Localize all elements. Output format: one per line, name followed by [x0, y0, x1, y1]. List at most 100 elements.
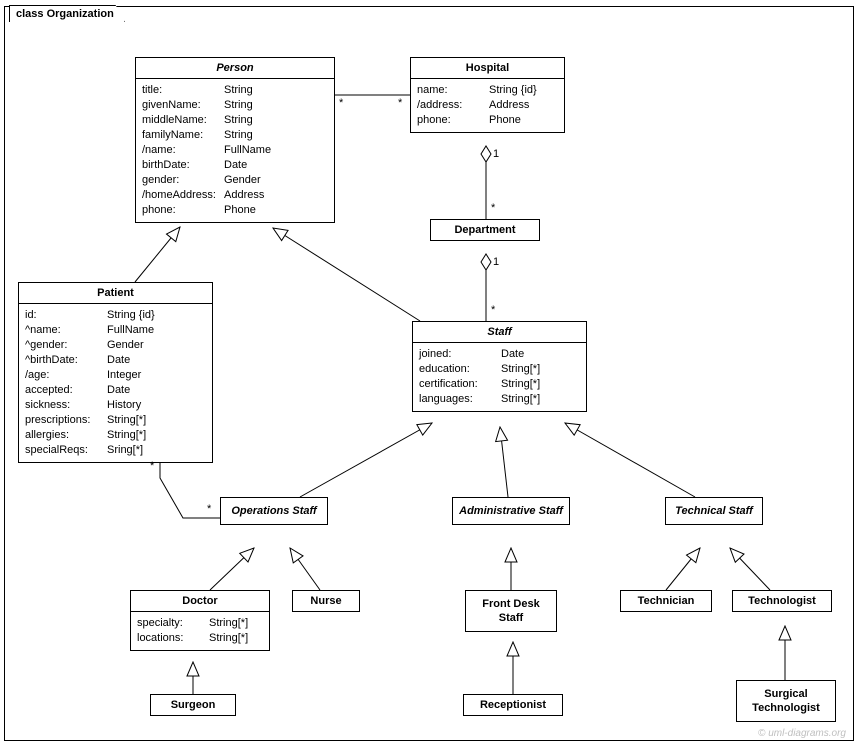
attr-type: String {id} [107, 308, 206, 323]
attr-row: sickness:History [25, 398, 206, 413]
attr-name: specialReqs: [25, 443, 107, 458]
class-technical-staff: Technical Staff [665, 497, 763, 525]
attr-row: gender:Gender [142, 173, 328, 188]
class-attrs: title:StringgivenName:StringmiddleName:S… [136, 79, 334, 222]
class-doctor: Doctor specialty:String[*]locations:Stri… [130, 590, 270, 651]
attr-row: specialty:String[*] [137, 616, 263, 631]
frame-title: class Organization [9, 5, 125, 22]
attr-name: familyName: [142, 128, 224, 143]
class-title: Technical Staff [666, 498, 762, 524]
attr-type: Address [489, 98, 558, 113]
attr-row: ^gender:Gender [25, 338, 206, 353]
attr-row: accepted:Date [25, 383, 206, 398]
attr-name: /age: [25, 368, 107, 383]
attr-type: Date [224, 158, 328, 173]
attr-row: /address:Address [417, 98, 558, 113]
attr-row: languages:String[*] [419, 392, 580, 407]
attr-type: String {id} [489, 83, 558, 98]
attr-type: String[*] [209, 631, 263, 646]
attr-row: birthDate:Date [142, 158, 328, 173]
attr-type: String [224, 83, 328, 98]
class-receptionist: Receptionist [463, 694, 563, 716]
attr-type: FullName [224, 143, 328, 158]
class-title: Surgeon [151, 695, 235, 715]
attr-type: Sring[*] [107, 443, 206, 458]
class-department: Department [430, 219, 540, 241]
attr-name: middleName: [142, 113, 224, 128]
attr-name: /name: [142, 143, 224, 158]
mult-label: * [491, 304, 495, 316]
attr-name: id: [25, 308, 107, 323]
attr-row: title:String [142, 83, 328, 98]
class-title: Department [431, 220, 539, 240]
attr-name: sickness: [25, 398, 107, 413]
attr-row: /homeAddress:Address [142, 188, 328, 203]
mult-label: 1 [493, 148, 499, 160]
mult-label: * [491, 202, 495, 214]
attr-name: givenName: [142, 98, 224, 113]
attr-name: allergies: [25, 428, 107, 443]
attr-name: ^birthDate: [25, 353, 107, 368]
class-hospital: Hospital name:String {id}/address:Addres… [410, 57, 565, 133]
attr-type: Phone [224, 203, 328, 218]
attr-name: languages: [419, 392, 501, 407]
class-attrs: id:String {id}^name:FullName^gender:Gend… [19, 304, 212, 462]
class-surgical-technologist: Surgical Technologist [736, 680, 836, 722]
class-administrative-staff: Administrative Staff [452, 497, 570, 525]
attr-name: joined: [419, 347, 501, 362]
uml-class-diagram: class Organization [0, 0, 860, 747]
class-attrs: name:String {id}/address:Addressphone:Ph… [411, 79, 564, 132]
class-title: Patient [19, 283, 212, 304]
mult-label: * [339, 97, 343, 109]
attr-type: String[*] [501, 392, 580, 407]
attr-type: String[*] [501, 377, 580, 392]
attr-name: name: [417, 83, 489, 98]
attr-row: prescriptions:String[*] [25, 413, 206, 428]
attr-name: phone: [142, 203, 224, 218]
attr-name: gender: [142, 173, 224, 188]
class-title: Technologist [733, 591, 831, 611]
class-title: Staff [413, 322, 586, 343]
attr-type: String[*] [107, 413, 206, 428]
attr-row: specialReqs:Sring[*] [25, 443, 206, 458]
attr-row: phone:Phone [142, 203, 328, 218]
attr-name: certification: [419, 377, 501, 392]
attr-name: locations: [137, 631, 209, 646]
attr-name: specialty: [137, 616, 209, 631]
attr-row: /age:Integer [25, 368, 206, 383]
attr-name: title: [142, 83, 224, 98]
class-operations-staff: Operations Staff [220, 497, 328, 525]
class-surgeon: Surgeon [150, 694, 236, 716]
attr-name: ^gender: [25, 338, 107, 353]
attr-row: phone:Phone [417, 113, 558, 128]
attr-type: Date [107, 383, 206, 398]
class-attrs: specialty:String[*]locations:String[*] [131, 612, 269, 650]
attr-type: Gender [224, 173, 328, 188]
class-technician: Technician [620, 590, 712, 612]
attr-row: id:String {id} [25, 308, 206, 323]
attr-type: Integer [107, 368, 206, 383]
attr-name: birthDate: [142, 158, 224, 173]
class-front-desk-staff: Front Desk Staff [465, 590, 557, 632]
attr-type: Phone [489, 113, 558, 128]
attr-type: Date [501, 347, 580, 362]
class-person: Person title:StringgivenName:Stringmiddl… [135, 57, 335, 223]
attr-row: locations:String[*] [137, 631, 263, 646]
class-title: Doctor [131, 591, 269, 612]
attr-type: String [224, 128, 328, 143]
class-staff: Staff joined:Dateeducation:String[*]cert… [412, 321, 587, 412]
class-technologist: Technologist [732, 590, 832, 612]
attr-row: ^name:FullName [25, 323, 206, 338]
attr-type: Address [224, 188, 328, 203]
mult-label: * [150, 460, 154, 472]
attr-name: prescriptions: [25, 413, 107, 428]
class-nurse: Nurse [292, 590, 360, 612]
attr-type: String[*] [209, 616, 263, 631]
attr-type: FullName [107, 323, 206, 338]
attr-type: Date [107, 353, 206, 368]
class-title: Surgical Technologist [737, 681, 835, 721]
attr-row: ^birthDate:Date [25, 353, 206, 368]
class-attrs: joined:Dateeducation:String[*]certificat… [413, 343, 586, 411]
attr-type: String [224, 98, 328, 113]
class-title: Technician [621, 591, 711, 611]
